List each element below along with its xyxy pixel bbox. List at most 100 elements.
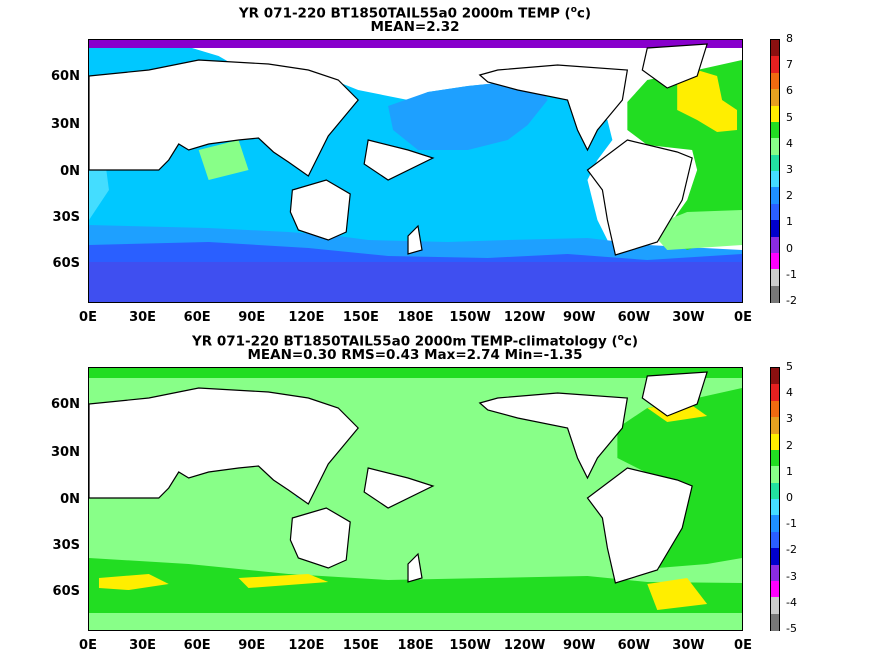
colorbar-tick-label: 4 — [786, 386, 793, 400]
colorbar-swatch — [771, 154, 779, 172]
colorbar-swatch — [771, 121, 779, 139]
longitude-tick-label: 30W — [672, 310, 705, 325]
longitude-tick-label: 90E — [238, 310, 266, 325]
colorbar-swatch — [771, 203, 779, 221]
longitude-tick-label: 90W — [563, 310, 596, 325]
colorbar-tick-label: -1 — [786, 517, 797, 531]
landmass — [89, 59, 359, 177]
colorbar-swatch — [771, 171, 779, 188]
colorbar-tick-label: 5 — [786, 110, 793, 124]
colorbar-swatch — [771, 105, 779, 123]
latitude-tick-label: 60S — [52, 256, 80, 271]
colorbar-tick-label: 2 — [786, 438, 793, 452]
colorbar-tick-label: 1 — [786, 215, 793, 229]
colorbar-tick-label: 2 — [786, 189, 793, 203]
colorbar-tick-label: -5 — [786, 622, 797, 635]
colorbar-swatch — [771, 433, 779, 451]
colorbar-tick-label: -2 — [786, 294, 797, 307]
colorbar-swatch — [771, 515, 779, 533]
colorbar-swatch — [771, 417, 779, 434]
colorbar-tick-label: 3 — [786, 412, 793, 426]
longitude-tick-label: 0E — [734, 638, 752, 653]
longitude-tick-label: 30E — [129, 310, 157, 325]
longitude-tick-label: 90W — [563, 638, 596, 653]
colorbar-swatch — [771, 252, 779, 270]
colorbar-tick-label: 8 — [786, 32, 793, 45]
landmass — [586, 139, 693, 256]
map-title-1: YR 071-220 BT1850TAIL55a0 2000m TEMP (oc… — [238, 5, 592, 22]
latitude-tick-label: 60S — [52, 584, 80, 599]
colorbar-swatch — [771, 564, 779, 582]
longitude-tick-label: 150W — [449, 638, 491, 653]
longitude-tick-label: 60E — [183, 638, 211, 653]
ocean-field-region — [647, 578, 708, 610]
ocean-field-region — [388, 82, 548, 150]
colorbar-swatch — [771, 56, 779, 74]
latitude-tick-label: 30S — [52, 538, 80, 553]
landmass — [89, 387, 359, 505]
ocean-field-region — [617, 388, 742, 568]
landmass — [407, 552, 423, 583]
longitude-tick-label: 120W — [503, 310, 546, 325]
longitude-tick-label: 120W — [503, 638, 546, 653]
colorbar-tick-label: 3 — [786, 163, 793, 176]
longitude-tick-label: 90E — [238, 638, 266, 653]
colorbar-swatch — [771, 368, 779, 385]
longitude-tick-label: 150E — [342, 638, 379, 653]
colorbar-swatch — [771, 499, 779, 516]
colorbar-tick-label: 0 — [786, 491, 793, 504]
longitude-tick-label: 30W — [672, 638, 705, 653]
colorbar-swatch — [771, 482, 779, 500]
longitude-tick-label: 150W — [449, 310, 491, 325]
anomaly-map-svg — [89, 368, 742, 630]
longitude-tick-label: 60W — [617, 638, 651, 653]
map-title-2: YR 071-220 BT1850TAIL55a0 2000m TEMP-cli… — [191, 333, 639, 350]
ocean-field-region — [198, 140, 249, 180]
ocean-field-region — [238, 574, 329, 588]
colorbar-swatch — [771, 285, 779, 303]
ocean-field-region — [89, 558, 742, 613]
temperature-map-panel — [88, 39, 743, 303]
colorbar-tick-label: -2 — [786, 543, 797, 557]
latitude-tick-label: 0N — [60, 164, 80, 179]
ocean-field-region — [677, 70, 738, 132]
colorbar-tick-label: -1 — [786, 267, 797, 281]
landmass — [289, 179, 351, 241]
colorbar-tick-label: -4 — [786, 595, 797, 609]
colorbar-tick-label: 5 — [786, 360, 793, 373]
colorbar-swatch — [771, 580, 779, 598]
ocean-field-region — [89, 262, 742, 302]
colorbar-swatch — [771, 269, 779, 287]
colorbar-swatch — [771, 89, 779, 106]
longitude-tick-label: 150E — [342, 310, 379, 325]
colorbar-swatch — [771, 40, 779, 57]
longitude-tick-label: 180E — [397, 310, 434, 325]
colorbar-swatch — [771, 466, 779, 484]
longitude-tick-label: 60W — [617, 310, 651, 325]
longitude-tick-label: 30E — [129, 638, 157, 653]
colorbar-tick-label: 4 — [786, 136, 793, 150]
anomaly-map-panel — [88, 367, 743, 631]
landmass — [407, 224, 423, 255]
latitude-tick-label: 30S — [52, 210, 80, 225]
colorbar-swatch — [771, 138, 779, 156]
latitude-tick-label: 30N — [51, 445, 80, 460]
colorbar-swatch — [771, 384, 779, 402]
landmass — [641, 43, 708, 89]
landmass — [478, 392, 629, 480]
colorbar-swatch — [771, 597, 779, 615]
ocean-field-region — [98, 574, 169, 590]
ocean-field-region — [89, 368, 742, 378]
map-subtitle-1: MEAN=2.32 — [370, 19, 460, 35]
temperature-colorbar — [770, 39, 780, 303]
landmass — [289, 507, 351, 569]
longitude-tick-label: 120E — [288, 638, 325, 653]
colorbar-swatch — [771, 449, 779, 467]
colorbar-tick-label: 6 — [786, 84, 793, 98]
colorbar-swatch — [771, 613, 779, 631]
colorbar-swatch — [771, 220, 779, 237]
temperature-map-svg — [89, 40, 742, 302]
colorbar-swatch — [771, 187, 779, 205]
landmass — [363, 139, 435, 181]
longitude-tick-label: 180E — [397, 638, 434, 653]
